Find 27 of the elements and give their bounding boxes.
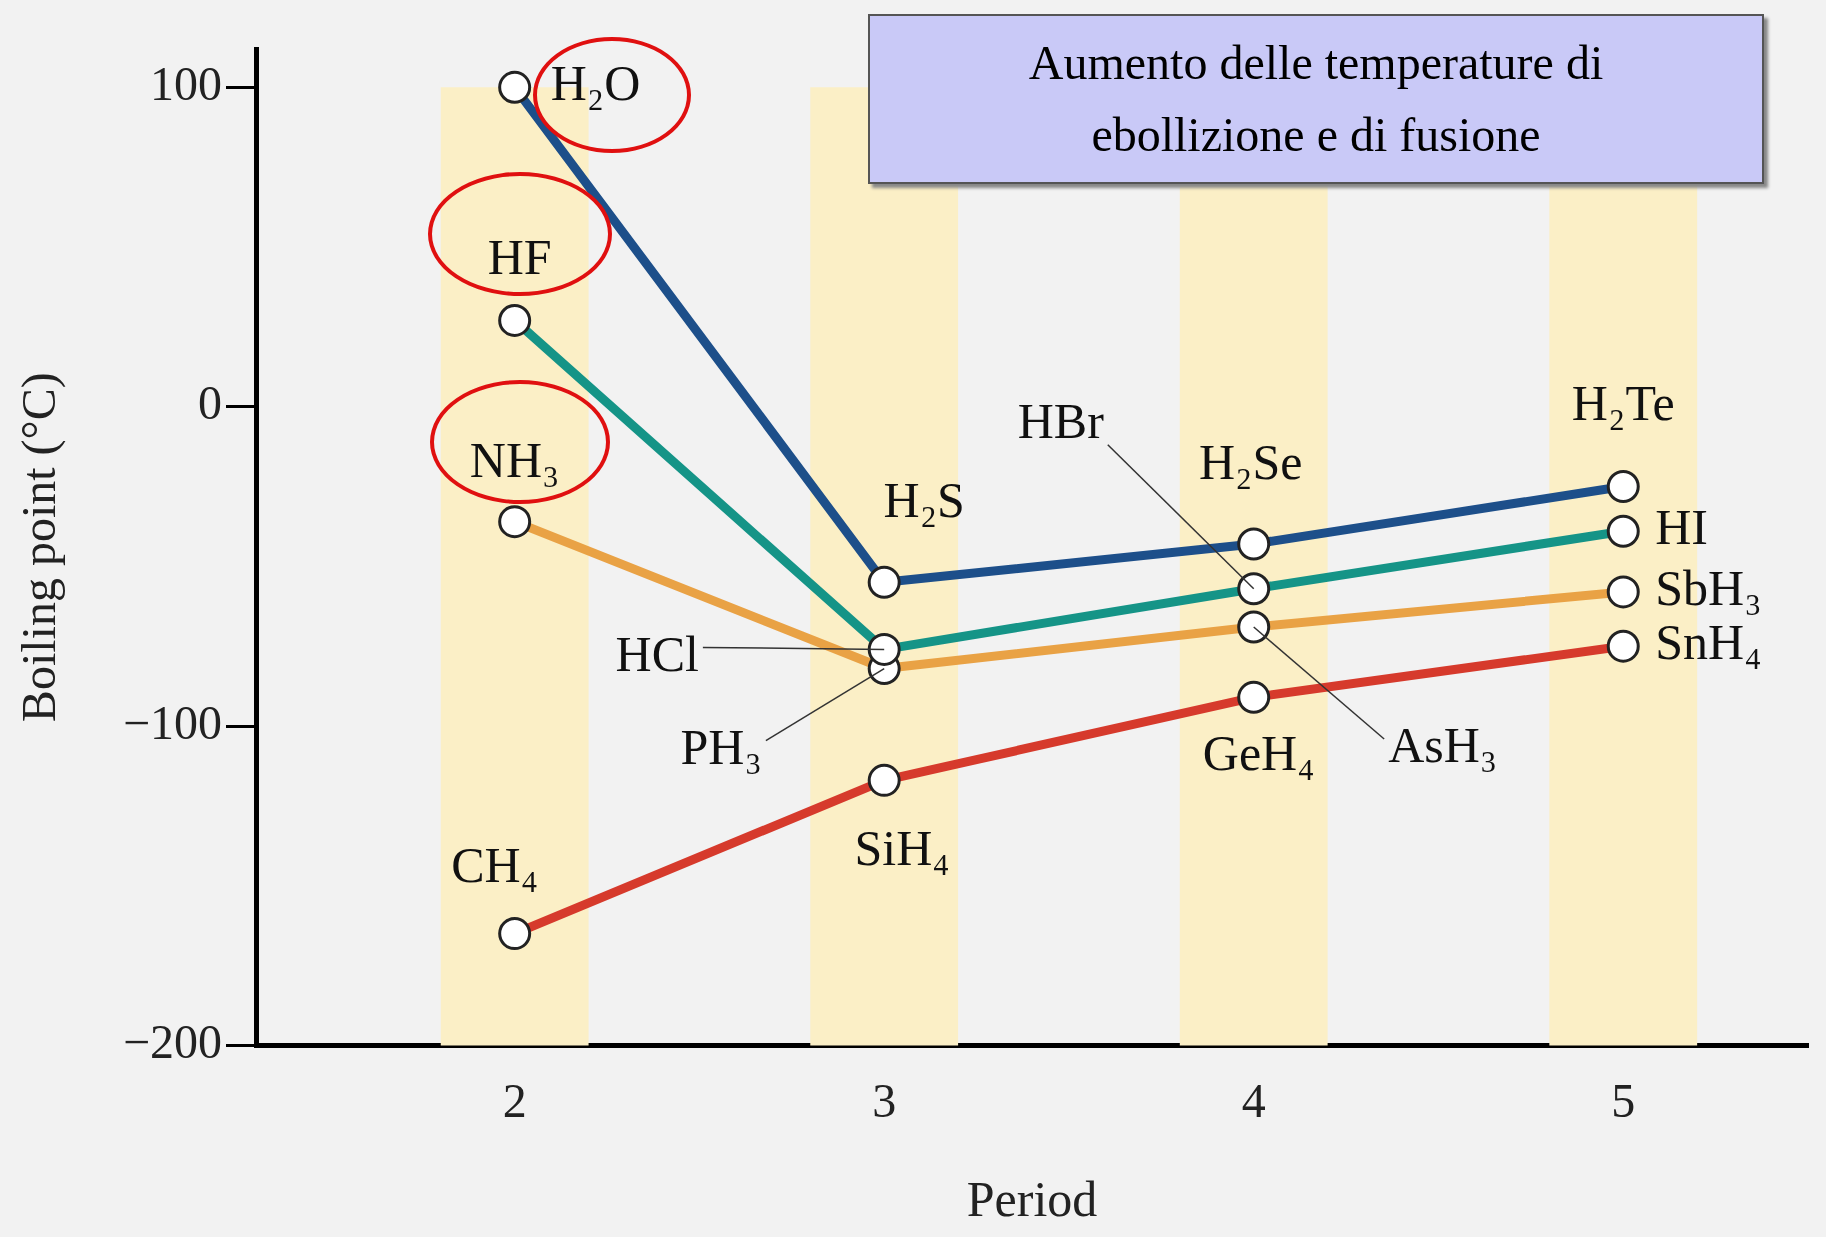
x-tick-label: 2 — [502, 1073, 527, 1127]
annotation: SiH₄ — [854, 820, 950, 877]
x-tick-label: 3 — [872, 1073, 897, 1127]
annotation: GeH₄ — [1202, 725, 1315, 782]
annotation: HI — [1655, 499, 1708, 556]
annotation: HBr — [1017, 392, 1105, 449]
y-tick-label: 100 — [150, 56, 222, 110]
y-axis-title: Boiling point (°C) — [12, 372, 67, 723]
annotation: SnH₄ — [1655, 614, 1762, 671]
annotation: NH₃ — [469, 431, 560, 488]
annotation: H₂S — [883, 472, 965, 529]
y-tick-label: −100 — [122, 695, 222, 749]
annotation: SbH₃ — [1655, 560, 1762, 617]
annotation: AsH₃ — [1388, 717, 1498, 774]
annotation: HCl — [615, 625, 699, 682]
annotation: HF — [487, 228, 552, 285]
note-box: Aumento delle temperature di ebollizione e di fusione — [868, 14, 1764, 184]
annotation: PH₃ — [680, 718, 762, 775]
y-tick-label: −200 — [122, 1015, 222, 1069]
x-axis-title: Period — [966, 1171, 1098, 1228]
annotation: H₂O — [550, 55, 641, 112]
annotation: H₂Se — [1198, 434, 1303, 491]
y-tick-label: 0 — [198, 376, 222, 430]
annotation: CH₄ — [451, 836, 539, 893]
annotation: H₂Te — [1571, 374, 1675, 431]
x-tick-label: 4 — [1241, 1073, 1266, 1127]
x-tick-label: 5 — [1611, 1073, 1636, 1127]
